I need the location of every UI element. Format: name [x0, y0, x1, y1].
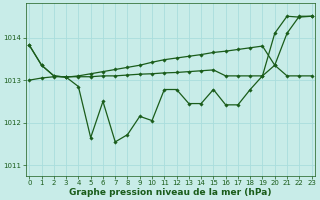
X-axis label: Graphe pression niveau de la mer (hPa): Graphe pression niveau de la mer (hPa): [69, 188, 272, 197]
